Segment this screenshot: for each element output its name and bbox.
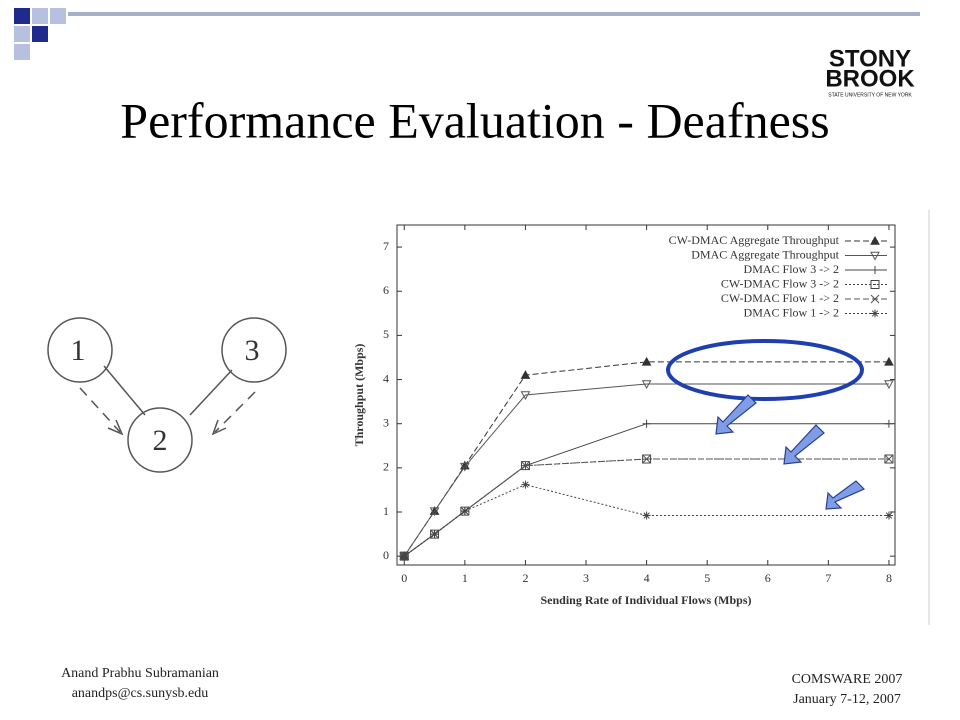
marker [520,391,531,401]
logo-text: STONY [829,45,911,72]
legend-label: DMAC Flow 1 -> 2 [744,305,839,319]
marker [521,461,530,471]
marker [642,419,651,428]
marker [884,380,894,389]
x-tick-label: 8 [886,571,892,585]
marker [400,552,409,561]
marker [460,462,470,472]
legend-label: CW-DMAC Flow 1 -> 2 [721,291,839,305]
y-tick-label: 2 [383,460,389,474]
marker [520,370,531,379]
y-tick-label: 3 [383,415,389,429]
node-label: 3 [245,334,260,367]
slide-title: Performance Evaluation - Deafness [120,92,829,148]
legend-label: CW-DMAC Flow 3 -> 2 [721,276,839,290]
x-tick-label: 2 [522,571,528,585]
node-label: 2 [153,424,168,457]
footer-email: anandps@cs.sunysb.edu [72,686,209,701]
marker [641,356,652,366]
marker [521,480,530,489]
corner-decoration [14,8,920,60]
y-tick-label: 1 [383,504,389,518]
x-tick-label: 1 [462,571,468,585]
legend-marker [870,235,880,245]
legend-marker [870,251,880,261]
series-line [403,458,889,557]
legend-label: CW-DMAC Aggregate Throughput [669,233,840,247]
x-tick-label: 0 [401,571,407,585]
x-tick-label: 7 [825,571,831,585]
x-tick-label: 6 [765,571,771,585]
chart-background [370,210,930,625]
marker [642,454,651,464]
marker [884,511,893,520]
marker [884,356,894,366]
legend-marker [870,294,880,304]
y-axis-label: Throughput (Mbps) [352,344,366,447]
x-tick-label: 3 [583,571,589,585]
x-tick-label: 5 [704,571,710,585]
marker [884,419,893,428]
marker [429,507,440,517]
series-line [403,484,889,557]
node-diagram [47,317,287,473]
legend-label: DMAC Flow 3 -> 2 [744,262,839,276]
y-tick-label: 0 [383,548,389,562]
series-line [403,383,889,557]
footer-event: COMSWARE 2007 [792,672,903,687]
marker [884,454,894,464]
marker [460,507,469,516]
marker [430,530,439,539]
annotations [666,339,866,510]
marker [641,380,652,389]
y-tick-label: 6 [383,283,389,297]
y-tick-label: 4 [383,371,389,385]
node [221,317,287,383]
logo: STONY BROOK STATE UNIVERSITY OF NEW YORK [825,45,915,98]
chart: 0 1 2 3 4 5 6 7 0 1 2 3 4 5 6 7 8 Sending Rate of Individ… [352,210,930,625]
legend-marker [871,309,879,318]
legend-marker [870,280,880,289]
x-axis-label: Sending Rate of Individual Flows (Mbps) [540,593,751,607]
y-tick-label: 5 [383,327,389,341]
y-tick-label: 7 [383,239,389,253]
x-tick-label: 4 [644,571,650,585]
node-label: 1 [71,334,86,367]
plot-frame [396,224,896,566]
node [47,317,113,383]
footer-author: Anand Prabhu Subramanian [61,666,219,681]
logo-text: BROOK [825,65,915,92]
marker [642,511,651,520]
legend-marker [871,266,879,274]
node [127,407,193,473]
legend-label: DMAC Aggregate Throughput [691,247,839,261]
footer-date: January 7-12, 2007 [793,692,901,707]
logo-subtext: STATE UNIVERSITY OF NEW YORK [828,92,912,98]
